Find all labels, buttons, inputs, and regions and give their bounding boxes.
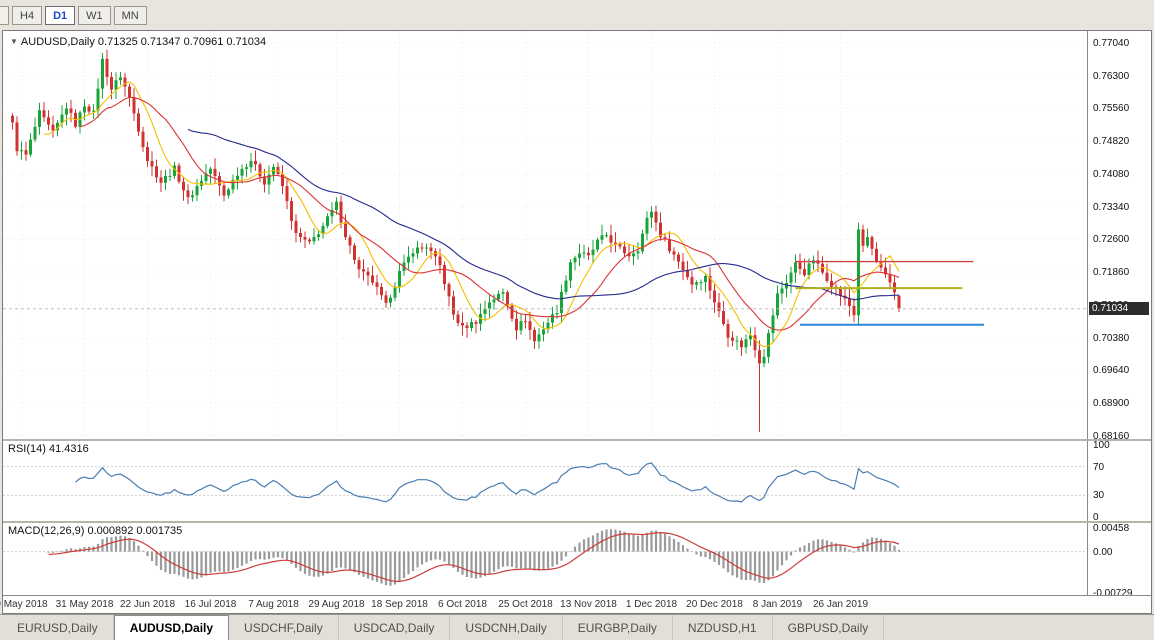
symbol-tab-usdcnh[interactable]: USDCNH,Daily: [450, 615, 563, 640]
timeframe-toolbar: H4 D1 W1 MN: [0, 0, 1154, 30]
price-axis-label: 0.72600: [1093, 234, 1130, 246]
symbol-tab-gbpusd[interactable]: GBPUSD,Daily: [773, 615, 885, 640]
current-price-badge: 0.71034: [1089, 301, 1149, 315]
time-axis-label: 18 Sep 2018: [371, 599, 428, 610]
price-axis-label: 0.76300: [1093, 70, 1130, 82]
time-axis-label: 13 Nov 2018: [560, 599, 617, 610]
timeframe-tab-mn[interactable]: MN: [113, 5, 147, 25]
symbol-tab-usdcad[interactable]: USDCAD,Daily: [339, 615, 451, 640]
time-axis-label: 22 Jun 2018: [119, 599, 176, 610]
rsi-axis-label: 70: [1093, 461, 1105, 473]
time-axis-label: 7 Aug 2018: [248, 599, 299, 610]
timeframe-tab-w1[interactable]: W1: [78, 5, 111, 25]
clipped-timeframe-tab[interactable]: [0, 5, 9, 25]
time-axis-label: 9 May 2018: [0, 599, 48, 610]
time-axis-label: 29 Aug 2018: [308, 599, 365, 610]
price-axis-label: 0.73340: [1093, 201, 1130, 213]
symbol-tab-audusd[interactable]: AUDUSD,Daily: [113, 615, 230, 640]
chart-shift-marker-icon: ▼: [10, 37, 18, 46]
rsi-plot[interactable]: [3, 441, 1087, 521]
price-axis-label: 0.74080: [1093, 168, 1130, 180]
chart-title: ▼ AUDUSD,Daily 0.71325 0.71347 0.70961 0.…: [10, 36, 266, 48]
rsi-axis-label: 100: [1093, 440, 1110, 451]
symbol-tab-eurusd[interactable]: EURUSD,Daily: [2, 615, 114, 640]
rsi-axis-label: 0: [1093, 512, 1099, 523]
macd-axis-label: -0.00729: [1093, 588, 1133, 600]
time-axis-label: 26 Jan 2019: [812, 599, 869, 610]
price-axis-label: 0.70380: [1093, 332, 1130, 344]
panel-splitter-macd[interactable]: [3, 521, 1151, 523]
symbol-tab-eurgbp[interactable]: EURGBP,Daily: [563, 615, 673, 640]
time-axis-label: 25 Oct 2018: [498, 599, 553, 610]
time-axis-label: 16 Jul 2018: [184, 599, 237, 610]
price-axis-label: 0.71860: [1093, 267, 1130, 279]
price-axis-label: 0.75560: [1093, 103, 1130, 115]
macd-plot[interactable]: [3, 523, 1087, 595]
price-axis-label: 0.68160: [1093, 430, 1130, 442]
price-axis-label: 0.69640: [1093, 365, 1130, 377]
time-axis-label: 20 Dec 2018: [686, 599, 743, 610]
price-axis-label: 0.74820: [1093, 136, 1130, 148]
symbol-tab-nzdusd[interactable]: NZDUSD,H1: [673, 615, 773, 640]
panel-splitter-rsi[interactable]: [3, 439, 1151, 441]
macd-axis-label: 0.00458: [1093, 523, 1130, 534]
chart-ohlc-label: AUDUSD,Daily 0.71325 0.71347 0.70961 0.7…: [20, 36, 267, 48]
chart-taskbar: EURUSD,Daily AUDUSD,Daily USDCHF,Daily USDC…: [0, 614, 1154, 640]
timeframe-tab-d1[interactable]: D1: [45, 5, 76, 25]
time-axis-label: 1 Dec 2018: [625, 599, 678, 610]
symbol-tabs: EURUSD,Daily AUDUSD,Daily USDCHF,Daily USDC…: [2, 615, 885, 640]
time-axis-label: 31 May 2018: [55, 599, 114, 610]
rsi-label: RSI(14) 41.4316: [8, 443, 89, 455]
price-axis-label: 0.77040: [1093, 37, 1130, 49]
time-axis-label: 6 Oct 2018: [438, 599, 487, 610]
rsi-axis-label: 30: [1093, 490, 1105, 502]
time-axis-label: 8 Jan 2019: [752, 599, 803, 610]
timeframe-tab-h4[interactable]: H4: [12, 5, 43, 25]
price-axis[interactable]: 0.71034 0.77040 0.76300 0.75560 0.74820 0.74…: [1087, 31, 1151, 599]
time-axis[interactable]: 9 May 2018 31 May 2018 22 Jun 2018 16 Jul 2…: [0, 595, 1151, 613]
timeframe-tabs: H4 D1 W1 MN: [12, 5, 150, 25]
chart-window: ▼ AUDUSD,Daily 0.71325 0.71347 0.70961 0.…: [0, 30, 1152, 614]
macd-label: MACD(12,26,9) 0.000892 0.001735: [8, 525, 183, 537]
price-axis-label: 0.68900: [1093, 398, 1130, 410]
main-chart-plot[interactable]: [3, 31, 1087, 439]
macd-axis-label: 0.00: [1093, 546, 1113, 558]
symbol-tab-usdchf[interactable]: USDCHF,Daily: [229, 615, 339, 640]
